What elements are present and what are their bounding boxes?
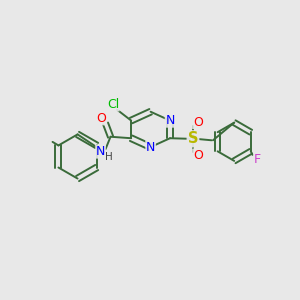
Text: N: N: [165, 114, 175, 127]
Text: F: F: [254, 153, 261, 166]
Text: S: S: [188, 131, 198, 146]
Text: Cl: Cl: [107, 98, 119, 111]
Text: N: N: [146, 141, 155, 154]
Text: N: N: [96, 145, 105, 158]
Text: H: H: [105, 152, 112, 162]
Text: O: O: [193, 149, 202, 162]
Text: O: O: [193, 116, 202, 128]
Text: O: O: [96, 112, 106, 125]
